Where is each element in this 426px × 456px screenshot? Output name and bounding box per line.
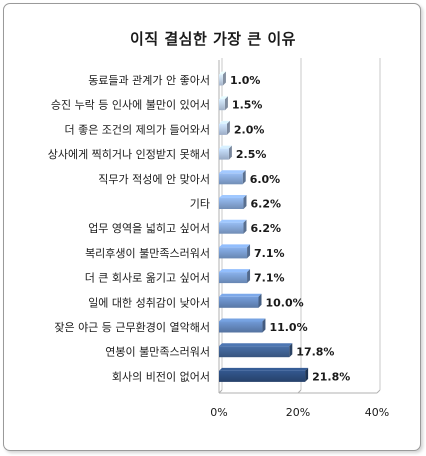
data-label: 1.0% bbox=[230, 74, 261, 87]
bar bbox=[219, 71, 226, 86]
data-label: 6.0% bbox=[250, 173, 281, 186]
bar-side-face bbox=[228, 145, 232, 160]
bar-top-face bbox=[219, 244, 251, 248]
bar bbox=[219, 96, 228, 111]
data-label: 6.2% bbox=[250, 222, 281, 235]
bar bbox=[219, 343, 293, 358]
data-label: 7.1% bbox=[254, 272, 285, 285]
bar-side-face bbox=[222, 71, 226, 86]
bar-top-face bbox=[219, 96, 228, 100]
x-tick-label: 0% bbox=[210, 406, 227, 419]
data-label: 2.5% bbox=[236, 148, 267, 161]
bar bbox=[219, 367, 309, 382]
bar-side-face bbox=[247, 269, 251, 284]
category-label: 잦은 야근 등 근무환경이 열악해서 bbox=[54, 320, 210, 334]
category-label: 기타 bbox=[190, 198, 210, 211]
bar-top-face bbox=[219, 367, 309, 371]
bar-front-face bbox=[219, 272, 248, 284]
data-label: 17.8% bbox=[296, 346, 334, 359]
bar-side-face bbox=[305, 367, 309, 382]
category-label: 더 큰 회사로 옮기고 싶어서 bbox=[85, 272, 210, 285]
bar-side-face bbox=[243, 219, 247, 234]
category-label: 연봉이 불만족스러워서 bbox=[105, 346, 210, 359]
bar-side-face bbox=[224, 96, 228, 111]
bar-side-face bbox=[289, 343, 293, 358]
bar bbox=[219, 170, 246, 185]
bar bbox=[219, 244, 251, 259]
bar-top-face bbox=[219, 318, 266, 322]
bar-side-face bbox=[262, 318, 266, 333]
category-label: 상사에게 찍히거나 인정받지 못해서 bbox=[48, 147, 210, 161]
bar-top-face bbox=[219, 219, 247, 223]
bar-top-face bbox=[219, 195, 247, 198]
bar-side-face bbox=[247, 244, 251, 259]
chart-title: 이직 결심한 가장 큰 이유 bbox=[130, 30, 296, 48]
data-label: 2.0% bbox=[234, 123, 265, 136]
x-tick-label: 20% bbox=[286, 406, 310, 419]
bar-front-face bbox=[219, 370, 306, 382]
bar bbox=[219, 318, 266, 333]
bar-side-face bbox=[243, 195, 247, 209]
bar-top-face bbox=[219, 343, 293, 347]
bar bbox=[219, 145, 232, 160]
bar-front-face bbox=[219, 99, 225, 111]
data-label: 6.2% bbox=[250, 198, 281, 211]
bar-front-face bbox=[219, 321, 263, 333]
category-label: 동료들과 관계가 안 좋아서 bbox=[88, 74, 210, 87]
category-label: 직무가 적성에 안 맞아서 bbox=[98, 173, 210, 186]
bar-front-face bbox=[219, 296, 259, 308]
category-label: 업무 영역을 넓히고 싶어서 bbox=[88, 221, 210, 235]
category-label: 회사의 비전이 없어서 bbox=[112, 370, 210, 383]
bar-top-face bbox=[219, 120, 230, 124]
bar-top-face bbox=[219, 145, 232, 149]
data-label: 21.8% bbox=[312, 370, 350, 383]
bar-front-face bbox=[219, 173, 243, 185]
bar-top-face bbox=[219, 71, 226, 75]
bar-side-face bbox=[226, 120, 230, 135]
bar-front-face bbox=[219, 123, 227, 135]
bar-front-face bbox=[219, 346, 290, 358]
data-label: 1.5% bbox=[232, 99, 263, 112]
bar bbox=[219, 293, 262, 308]
bar-top-face bbox=[219, 293, 262, 297]
bar bbox=[219, 269, 251, 284]
bar-top-face bbox=[219, 269, 251, 273]
bar bbox=[219, 120, 230, 135]
grid-floor-edge bbox=[376, 389, 381, 394]
bar bbox=[219, 195, 247, 209]
bar-front-face bbox=[219, 74, 223, 86]
bar-side-face bbox=[258, 293, 262, 308]
chart-frame bbox=[3, 3, 421, 451]
data-label: 11.0% bbox=[269, 321, 307, 334]
bar-front-face bbox=[219, 148, 229, 160]
category-label: 승진 누락 등 인사에 불만이 있어서 bbox=[51, 99, 210, 112]
category-label: 일에 대한 성취감이 낮아서 bbox=[88, 295, 210, 309]
bar bbox=[219, 219, 247, 234]
data-label: 10.0% bbox=[266, 296, 304, 309]
bar-front-face bbox=[219, 247, 248, 259]
bar-side-face bbox=[242, 170, 246, 185]
category-label: 더 좋은 조건의 제의가 들어와서 bbox=[64, 123, 210, 136]
data-label: 7.1% bbox=[254, 247, 285, 260]
bar-top-face bbox=[219, 170, 246, 174]
bar-front-face bbox=[219, 222, 244, 234]
category-label: 복리후생이 불만족스러워서 bbox=[85, 247, 210, 260]
bar-front-face bbox=[219, 198, 244, 209]
x-tick-label: 40% bbox=[365, 406, 389, 419]
